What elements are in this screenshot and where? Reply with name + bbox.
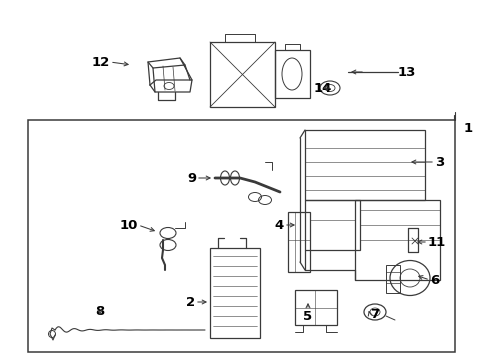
Text: 11: 11 <box>427 235 446 248</box>
Text: 7: 7 <box>369 309 378 321</box>
Text: 10: 10 <box>120 219 138 231</box>
Text: 6: 6 <box>429 274 438 287</box>
Text: 4: 4 <box>274 219 284 231</box>
Text: 14: 14 <box>313 81 331 95</box>
Bar <box>385 265 399 293</box>
Text: 13: 13 <box>397 66 415 78</box>
Bar <box>294 290 336 325</box>
Text: 5: 5 <box>303 310 312 323</box>
Bar <box>354 200 439 280</box>
Text: 2: 2 <box>185 296 195 309</box>
Bar <box>287 212 309 272</box>
Bar <box>305 130 424 200</box>
Text: 12: 12 <box>92 55 110 68</box>
Text: 8: 8 <box>95 305 104 318</box>
Bar <box>305 200 359 250</box>
Bar <box>274 50 309 98</box>
Text: 9: 9 <box>186 171 196 185</box>
Text: 3: 3 <box>434 156 443 168</box>
Bar <box>209 42 274 107</box>
Bar <box>28 120 454 352</box>
Text: 1: 1 <box>463 122 472 135</box>
Bar <box>209 248 260 338</box>
